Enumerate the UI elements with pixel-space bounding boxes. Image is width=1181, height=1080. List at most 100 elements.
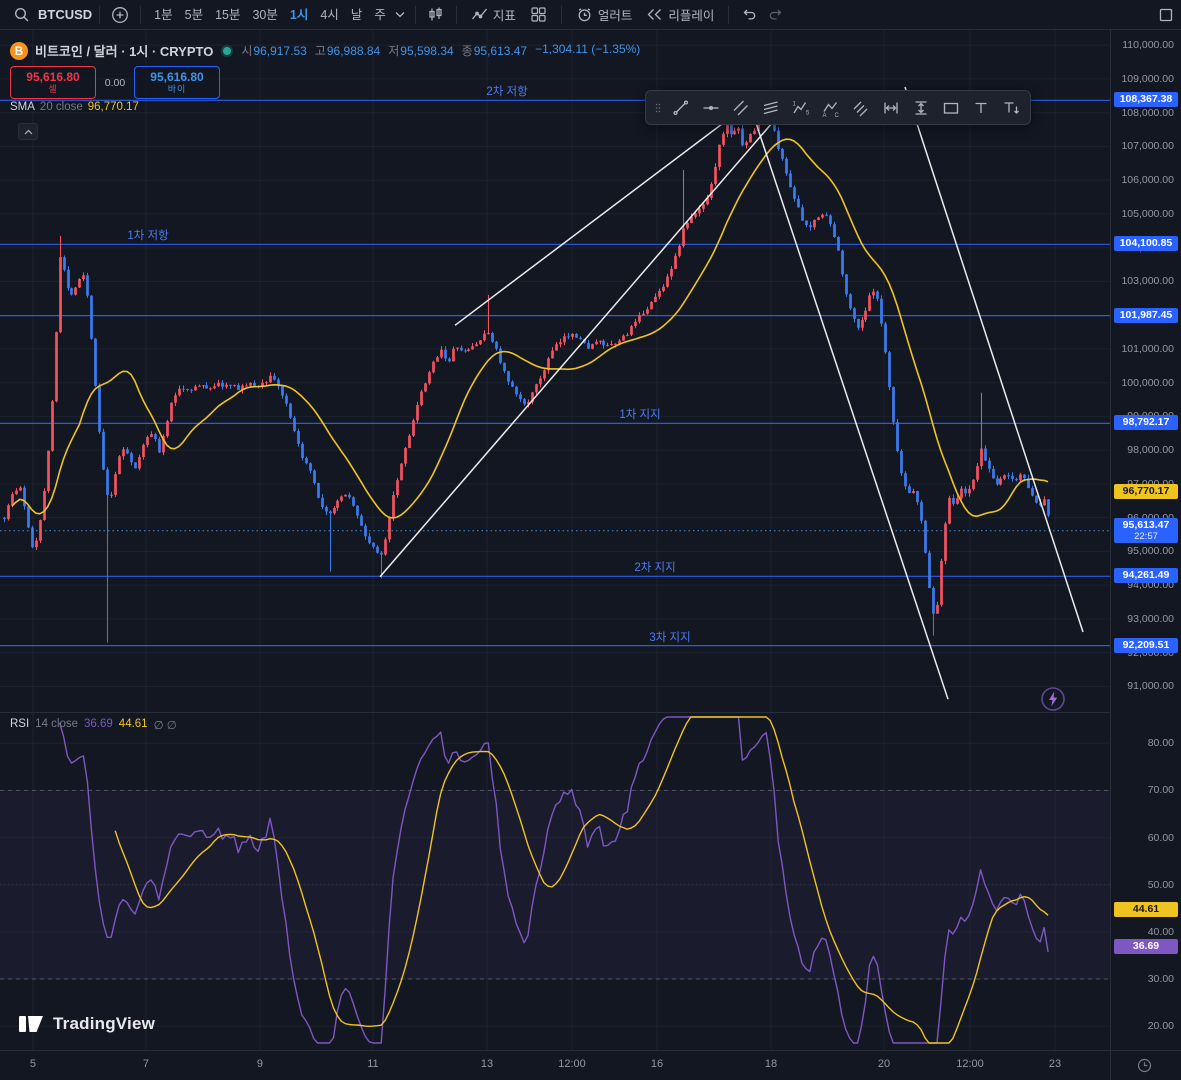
svg-text:A: A (823, 113, 827, 118)
toolbar-separator (560, 5, 562, 24)
compare-add-icon[interactable] (107, 3, 133, 27)
interval-button[interactable]: 4시 (320, 7, 339, 22)
parallel-channel-tool-button[interactable] (727, 94, 755, 121)
interval-switcher: 1분 5분 15분 30분 1시 4시 날 주 (148, 3, 392, 27)
rsi-legend[interactable]: RSI 14 close 36.69 44.61 ∅ ∅ (10, 718, 177, 732)
anchored-text-tool-button[interactable] (997, 94, 1025, 121)
level-price-badge: 92,209.51 (1114, 637, 1178, 653)
buy-button[interactable]: 95,616.80 바이 (134, 66, 220, 99)
level-label[interactable]: 2차 저항 (486, 86, 528, 99)
indicators-button[interactable]: 지표 (464, 3, 523, 27)
price-tick-label: 93,000.00 (1127, 612, 1174, 625)
alert-button[interactable]: 얼러트 (569, 3, 640, 27)
buy-price: 95,616.80 (150, 70, 204, 84)
interval-button[interactable]: 5분 (184, 7, 204, 22)
interval-button[interactable]: 주 (374, 7, 386, 22)
svg-text:C: C (835, 113, 840, 118)
top-toolbar: BTCUSD 1분 5분 15분 30분 1시 4시 날 주 지표 얼러트 리플레이 (0, 0, 1181, 30)
current-price-badge: 95,613.47 22:57 (1114, 517, 1178, 543)
time-label: 18 (764, 1058, 778, 1070)
level-price-badge: 104,100.85 (1114, 236, 1178, 252)
level-price-badge: 101,987.45 (1114, 307, 1178, 323)
time-label: 12:00 (956, 1058, 984, 1070)
interval-button[interactable]: 1시 (289, 7, 309, 22)
level-label[interactable]: 3차 지지 (649, 631, 691, 644)
rsi-ma-value: 44.61 (118, 718, 148, 730)
toolbar-separator (140, 5, 142, 24)
rectangle-tool-button[interactable] (937, 94, 965, 121)
sma-badge: 96,770.17 (1114, 483, 1178, 499)
interval-button[interactable]: 15분 (215, 7, 241, 22)
interval-dropdown-chevron-icon[interactable] (392, 3, 408, 27)
level-label[interactable]: 1차 지지 (619, 409, 661, 422)
level-price-badge: 94,261.49 (1114, 568, 1178, 584)
time-label: 9 (256, 1058, 264, 1070)
layout-templates-button[interactable] (523, 3, 554, 27)
interval-button[interactable]: 날 (350, 7, 363, 22)
chart-style-icon[interactable] (423, 3, 449, 27)
tradingview-logo-text: TradingView (53, 1014, 156, 1033)
lightning-button[interactable] (1040, 686, 1066, 712)
price-tick-label: 95,000.00 (1127, 545, 1174, 558)
price-tick-label: 80.00 (1147, 737, 1174, 750)
time-label: 13 (480, 1058, 494, 1070)
time-axis[interactable]: 5 7 9 11 13 12:00 16 18 20 12:00 23 (0, 1050, 1181, 1080)
price-tick-label: 91,000.00 (1127, 680, 1174, 693)
price-range-tool-button[interactable] (907, 94, 935, 121)
legend-collapse-button[interactable] (18, 123, 38, 140)
buy-label: 바이 (167, 84, 187, 94)
toolbar-separator (414, 5, 416, 24)
interval-button[interactable]: 30분 (252, 7, 278, 22)
axis-corner (1110, 1050, 1181, 1080)
price-axis[interactable]: 110,000.00 109,000.00 108,000.00 107,000.00… (1110, 30, 1181, 1050)
drag-handle-icon[interactable] (651, 98, 665, 118)
sma-params: 20 close (39, 101, 83, 113)
change-value: −1,304.11 (−1.35%) (535, 42, 641, 56)
disjoint-channel-tool-button[interactable] (757, 94, 785, 121)
price-tick-label: 40.00 (1147, 925, 1174, 938)
interval-button[interactable]: 1분 (154, 7, 173, 22)
price-tick-label: 100,000.00 (1121, 376, 1174, 389)
timezone-clock-icon[interactable] (1137, 1058, 1152, 1073)
rsi-params: 14 close (35, 718, 79, 730)
chart-canvas[interactable] (0, 0, 1110, 1080)
sell-label: 셀 (48, 84, 58, 94)
symbol-title[interactable]: 비트코인 / 달러 · 1시 · CRYPTO (35, 44, 214, 59)
low-label: 저 (388, 44, 400, 58)
level-label[interactable]: 2차 지지 (634, 562, 676, 575)
sell-price: 95,616.80 (26, 70, 80, 84)
pitchfork-tool-button[interactable] (847, 94, 875, 121)
tradingview-logo[interactable]: TradingView (18, 1012, 155, 1036)
price-tick-label: 50.00 (1147, 878, 1174, 891)
text-tool-button[interactable] (967, 94, 995, 121)
level-label[interactable]: 1차 저항 (127, 230, 169, 243)
search-icon[interactable] (8, 3, 34, 27)
close-value: 95,613.47 (473, 44, 528, 58)
price-tick-label: 30.00 (1147, 973, 1174, 985)
redo-icon[interactable] (762, 3, 788, 27)
trend-line-tool-button[interactable] (667, 94, 695, 121)
tradingview-logo-mark (19, 1016, 43, 1032)
date-range-tool-button[interactable] (877, 94, 905, 121)
price-tick-label: 106,000.00 (1121, 174, 1174, 187)
sma-value: 96,770.17 (87, 101, 139, 113)
sma-legend[interactable]: SMA 20 close 96,770.17 (10, 101, 139, 113)
replay-button[interactable]: 리플레이 (639, 3, 721, 27)
time-label: 11 (367, 1058, 379, 1070)
symbol-search-button[interactable]: BTCUSD (38, 7, 93, 22)
price-tick-label: 20.00 (1147, 1020, 1174, 1033)
undo-icon[interactable] (736, 3, 762, 27)
high-label: 고 (314, 44, 326, 58)
time-label: 5 (29, 1058, 37, 1070)
sell-button[interactable]: 95,616.80 셀 (10, 66, 96, 99)
horizontal-line-tool-button[interactable] (697, 94, 725, 121)
bitcoin-icon: B (10, 41, 28, 60)
indicators-icon (471, 8, 487, 20)
time-label: 12:00 (558, 1058, 586, 1070)
rsi-ma-badge: 44.61 (1114, 902, 1178, 918)
price-tick-label: 108,000.00 (1121, 106, 1174, 119)
fullscreen-icon[interactable] (1159, 8, 1173, 22)
